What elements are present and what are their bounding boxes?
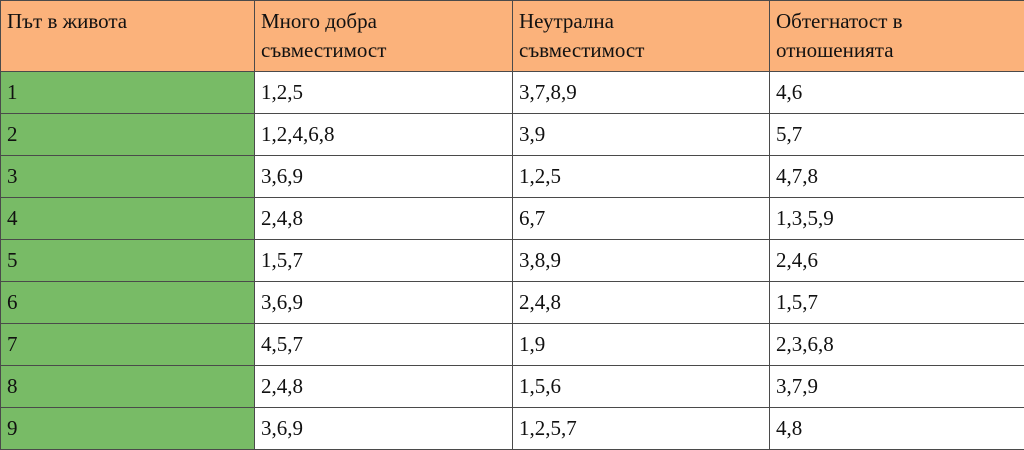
table-cell: 1,5,7 xyxy=(770,282,1024,324)
table-cell: 1,2,5,7 xyxy=(513,408,770,450)
life-path-cell: 5 xyxy=(1,240,255,282)
header-cell: Много добра съвместимост xyxy=(255,1,513,72)
table-cell: 3,7,9 xyxy=(770,366,1024,408)
table-cell: 5,7 xyxy=(770,114,1024,156)
table-cell: 3,6,9 xyxy=(255,408,513,450)
table-cell: 1,2,5 xyxy=(513,156,770,198)
header-cell: Обтегнатост в отношенията xyxy=(770,1,1024,72)
table-cell: 2,4,8 xyxy=(513,282,770,324)
life-path-cell: 1 xyxy=(1,72,255,114)
header-text: Много добра съвместимост xyxy=(261,7,441,65)
table-cell: 2,4,8 xyxy=(255,198,513,240)
table-cell: 2,4,8 xyxy=(255,366,513,408)
header-text: Обтегнатост в отношенията xyxy=(776,7,956,65)
table-cell: 4,8 xyxy=(770,408,1024,450)
table-cell: 1,3,5,9 xyxy=(770,198,1024,240)
life-path-cell: 6 xyxy=(1,282,255,324)
table-cell: 4,5,7 xyxy=(255,324,513,366)
header-text: Път в живота xyxy=(7,7,187,36)
table-cell: 1,2,4,6,8 xyxy=(255,114,513,156)
life-path-cell: 8 xyxy=(1,366,255,408)
table-cell: 4,6 xyxy=(770,72,1024,114)
table-cell: 4,7,8 xyxy=(770,156,1024,198)
table-cell: 1,9 xyxy=(513,324,770,366)
table-cell: 3,8,9 xyxy=(513,240,770,282)
table-cell: 1,5,6 xyxy=(513,366,770,408)
header-row: Път в живота Много добра съвместимост Неут… xyxy=(1,1,1024,72)
table-cell: 1,2,5 xyxy=(255,72,513,114)
life-path-cell: 4 xyxy=(1,198,255,240)
table-cell: 3,7,8,9 xyxy=(513,72,770,114)
life-path-cell: 3 xyxy=(1,156,255,198)
life-path-cell: 7 xyxy=(1,324,255,366)
table-cell: 2,3,6,8 xyxy=(770,324,1024,366)
table-cell: 1,5,7 xyxy=(255,240,513,282)
header-text: Неутрална съвместимост xyxy=(519,7,699,65)
table-cell: 2,4,6 xyxy=(770,240,1024,282)
table-cell: 6,7 xyxy=(513,198,770,240)
table-head: Път в живота Много добра съвместимост Неут… xyxy=(1,1,1024,72)
life-path-cell: 9 xyxy=(1,408,255,450)
life-path-cell: 2 xyxy=(1,114,255,156)
header-cell: Неутрална съвместимост xyxy=(513,1,770,72)
table-cell: 3,6,9 xyxy=(255,282,513,324)
table-cell: 3,9 xyxy=(513,114,770,156)
header-cell: Път в живота xyxy=(1,1,255,72)
table-cell: 3,6,9 xyxy=(255,156,513,198)
